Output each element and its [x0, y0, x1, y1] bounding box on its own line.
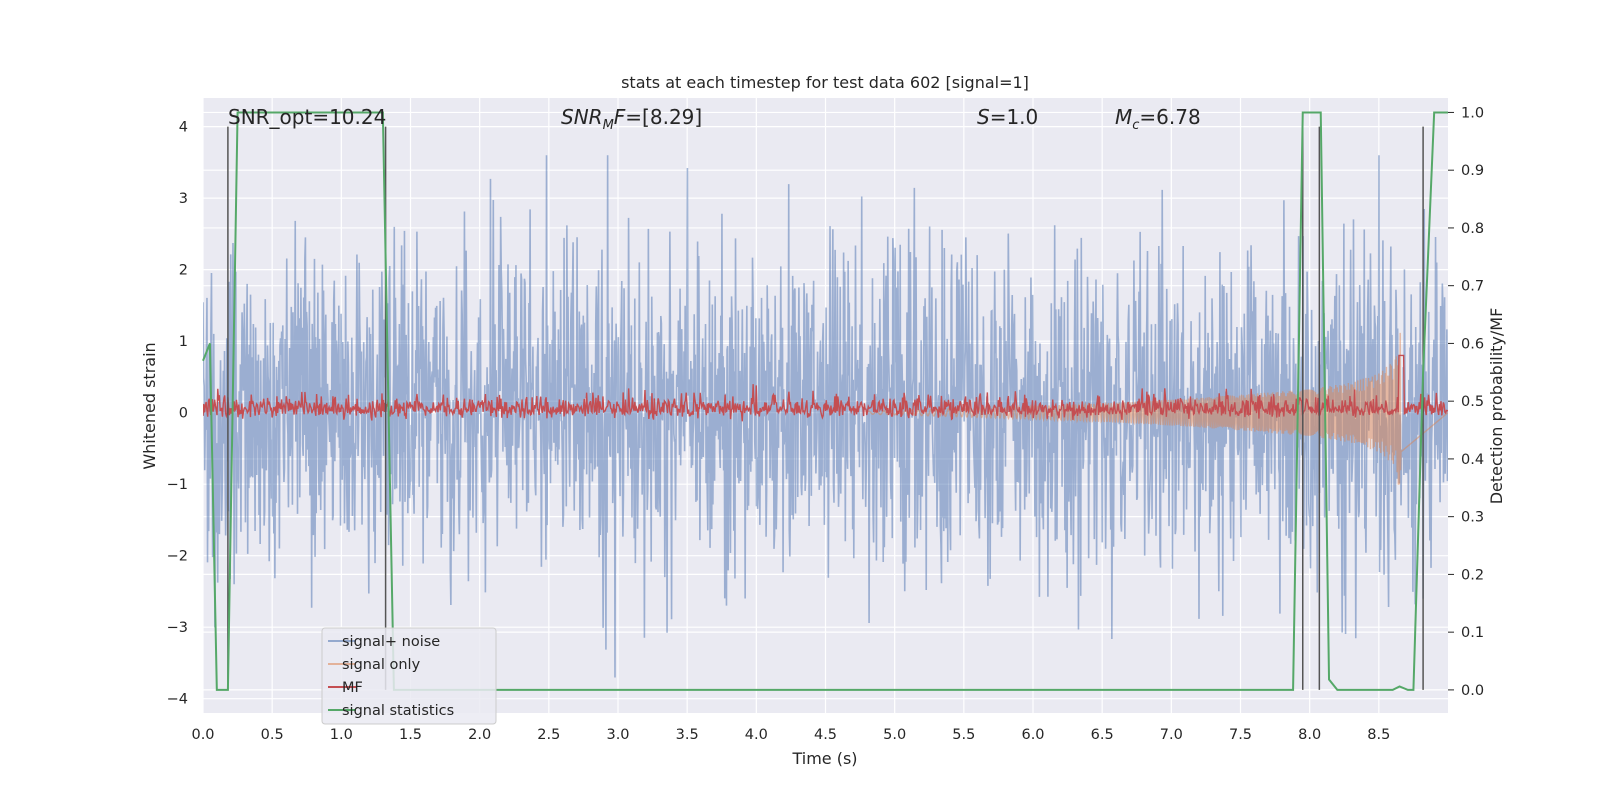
right-y-axis-ticks: 0.0 0.1 0.2 0.3 0.4 0.5 0.6 0.7 0.8 0.9 1.0 [1448, 105, 1484, 699]
x-tick-label: 2.5 [537, 727, 560, 743]
y-tick-label: 4 [179, 120, 188, 136]
y-tick-label: 3 [179, 191, 188, 207]
annotation-snr-mf-tail: F [614, 105, 626, 129]
annotation-mc-base: M [1115, 105, 1132, 129]
annotation-mc: Mc=6.78 [1115, 105, 1201, 133]
series-signal-statistics [202, 111, 1448, 691]
x-axis-ticks: 0.0 0.5 1.0 1.5 2.0 2.5 3.0 3.5 4.0 4.5 5.0 5.5 6.0 6… [191, 727, 1390, 743]
y-tick-label: −1 [167, 477, 188, 493]
right-y-tick-label: 0.8 [1461, 221, 1484, 237]
x-tick-label: 2.0 [468, 727, 491, 743]
right-y-tick-label: 1.0 [1461, 105, 1484, 121]
x-tick-label: 3.5 [676, 727, 699, 743]
x-tick-label: 7.5 [1229, 727, 1252, 743]
right-y-tick-label: 0.5 [1461, 394, 1484, 410]
series-layer [203, 155, 1448, 678]
x-tick-label: 5.0 [883, 727, 906, 743]
y-tick-label: −2 [167, 549, 188, 565]
series-signal-only [866, 332, 1448, 485]
right-y-tick-label: 0.6 [1461, 336, 1484, 352]
right-y-tick-label: 0.3 [1461, 510, 1484, 526]
annotation-snr-mf: SNRMF=[8.29] [561, 105, 702, 133]
annotation-s: S=1.0 [977, 105, 1038, 129]
y-tick-label: 1 [179, 334, 188, 350]
x-tick-label: 3.0 [606, 727, 629, 743]
x-tick-label: 6.5 [1091, 727, 1114, 743]
legend-label-signal-statistics: signal statistics [342, 703, 454, 719]
annotation-snr-mf-value: =[8.29] [625, 105, 702, 129]
x-axis-label: Time (s) [791, 749, 857, 768]
y-tick-label: −4 [167, 692, 188, 708]
right-y-tick-label: 0.2 [1461, 567, 1484, 583]
x-tick-label: 8.0 [1298, 727, 1321, 743]
x-tick-label: 7.0 [1160, 727, 1183, 743]
annotation-snr-mf-base: SNR [561, 105, 603, 129]
annotation-snr-mf-sub: M [603, 118, 614, 133]
annotation-s-base: S [977, 105, 990, 129]
y-axis-ticks: −4 −3 −2 −1 0 1 2 3 4 [167, 120, 188, 708]
legend-box [321, 627, 497, 725]
y-axis-label: Whitened strain [140, 342, 159, 469]
y-tick-label: 0 [179, 406, 188, 422]
right-y-tick-label: 0.0 [1461, 683, 1484, 699]
series-mf [203, 354, 1448, 422]
right-y-tick-label: 0.4 [1461, 452, 1484, 468]
legend-label-signal-only: signal only [342, 657, 421, 673]
x-tick-label: 0.0 [191, 727, 214, 743]
x-tick-label: 4.5 [814, 727, 837, 743]
series-signal-noise [203, 155, 1448, 678]
annotation-s-value: =1.0 [990, 105, 1039, 129]
y-tick-label: 2 [179, 263, 188, 279]
right-y-tick-label: 0.9 [1461, 163, 1484, 179]
x-tick-label: 4.0 [745, 727, 768, 743]
x-tick-label: 5.5 [952, 727, 975, 743]
annotation-mc-sub: c [1132, 118, 1139, 133]
right-y-axis-label: Detection probability/MF [1487, 308, 1506, 505]
stats-layer [202, 111, 1448, 691]
annotations: SNR_opt=10.24 SNRMF=[8.29] S=1.0 Mc=6.78 [228, 105, 1201, 133]
x-tick-label: 8.5 [1367, 727, 1390, 743]
legend: signal+ noise signal only MF signal stat… [321, 627, 497, 725]
legend-label-signal-noise: signal+ noise [342, 634, 440, 650]
right-y-tick-label: 0.1 [1461, 625, 1484, 641]
chart-title: stats at each timestep for test data 602… [621, 73, 1029, 92]
x-tick-label: 1.5 [399, 727, 422, 743]
annotation-snr-opt: SNR_opt=10.24 [228, 105, 386, 129]
x-tick-label: 1.0 [330, 727, 353, 743]
legend-label-mf: MF [342, 680, 363, 696]
x-tick-label: 0.5 [261, 727, 284, 743]
x-tick-label: 6.0 [1021, 727, 1044, 743]
y-tick-label: −3 [167, 620, 188, 636]
annotation-mc-value: =6.78 [1139, 105, 1200, 129]
right-y-tick-label: 0.7 [1461, 279, 1484, 295]
